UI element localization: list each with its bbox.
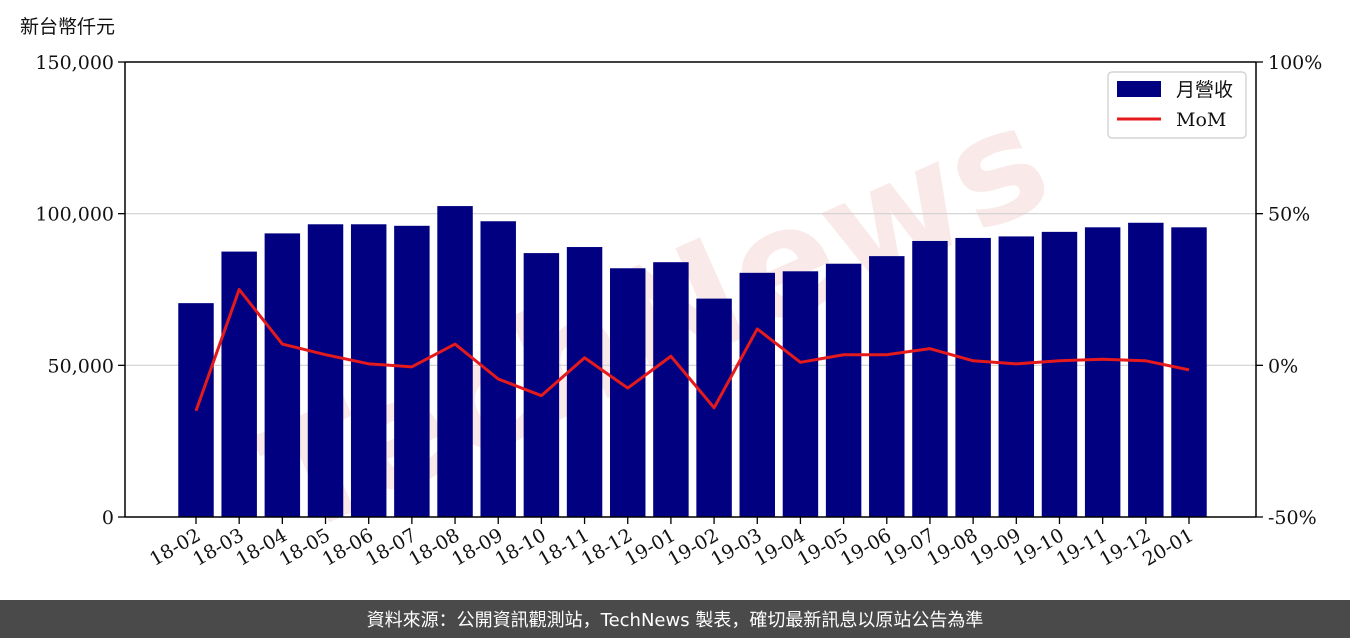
left-tick-label: 150,000	[35, 52, 114, 74]
right-tick-label: 100%	[1268, 52, 1322, 74]
footer-text: 資料來源：公開資訊觀測站，TechNews 製表，確切最新訊息以原站公告為準	[366, 610, 984, 631]
bar-18-06	[350, 224, 387, 518]
chart-area: TechNews050,000100,000150,000-50%0%50%10…	[20, 16, 1322, 571]
bar-19-05	[825, 263, 862, 517]
bar-19-10	[1041, 231, 1078, 517]
bar-19-03	[739, 272, 775, 517]
x-tick-label-20-01: 20-01	[1139, 524, 1197, 570]
left-tick-label: 100,000	[35, 204, 114, 226]
mom-line	[194, 288, 1190, 412]
right-tick-label: 0%	[1268, 355, 1298, 377]
bar-18-12	[610, 268, 646, 517]
legend-label-mom: MoM	[1176, 109, 1226, 131]
bar-19-11	[1084, 227, 1121, 518]
bar-19-09	[998, 236, 1035, 517]
bar-18-04	[264, 233, 301, 517]
bar-18-11	[566, 247, 603, 518]
left-tick-label: 50,000	[48, 355, 114, 377]
bar-18-05	[307, 224, 344, 518]
left-tick-label: 0	[102, 507, 114, 529]
legend-label-revenue: 月營收	[1176, 79, 1233, 101]
bar-19-07	[912, 240, 948, 517]
bar-19-12	[1128, 222, 1164, 517]
bar-18-03	[221, 251, 257, 518]
bar-20-01	[1171, 227, 1207, 518]
revenue-chart: TechNews050,000100,000150,000-50%0%50%10…	[20, 16, 1322, 571]
legend-swatch-bar	[1117, 81, 1161, 97]
footer: 資料來源：公開資訊觀測站，TechNews 製表，確切最新訊息以原站公告為準	[0, 600, 1350, 638]
right-tick-label: 50%	[1268, 204, 1310, 226]
bar-18-08	[437, 206, 473, 518]
bar-19-06	[869, 256, 905, 517]
bar-18-07	[394, 225, 430, 518]
bar-19-08	[955, 237, 991, 517]
bar-19-01	[653, 262, 689, 517]
bar-19-04	[782, 271, 819, 517]
legend: 月營收 MoM	[1107, 71, 1247, 139]
right-tick-label: -50%	[1268, 507, 1317, 529]
y-axis-unit-label: 新台幣仟元	[20, 16, 115, 38]
